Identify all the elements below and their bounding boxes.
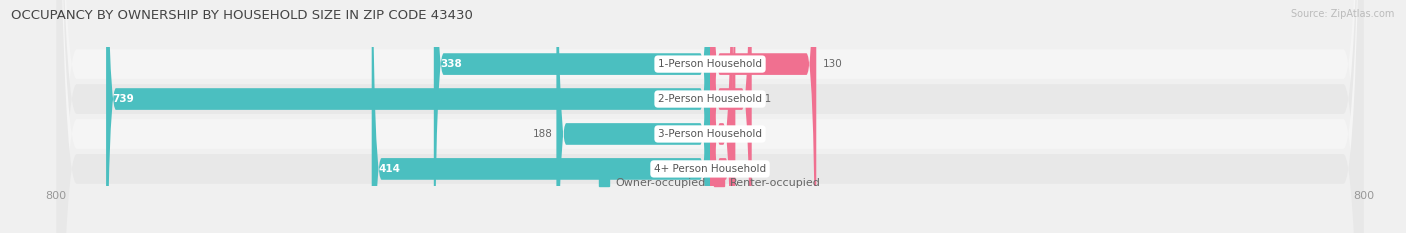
- FancyBboxPatch shape: [105, 0, 710, 233]
- Text: 739: 739: [112, 94, 135, 104]
- Text: OCCUPANCY BY OWNERSHIP BY HOUSEHOLD SIZE IN ZIP CODE 43430: OCCUPANCY BY OWNERSHIP BY HOUSEHOLD SIZE…: [11, 9, 474, 22]
- FancyBboxPatch shape: [56, 0, 1364, 233]
- FancyBboxPatch shape: [56, 0, 1364, 233]
- Text: 1-Person Household: 1-Person Household: [658, 59, 762, 69]
- Text: 4+ Person Household: 4+ Person Household: [654, 164, 766, 174]
- Text: Source: ZipAtlas.com: Source: ZipAtlas.com: [1291, 9, 1395, 19]
- FancyBboxPatch shape: [56, 0, 1364, 233]
- FancyBboxPatch shape: [557, 0, 710, 233]
- Text: 338: 338: [440, 59, 463, 69]
- Text: 130: 130: [823, 59, 842, 69]
- FancyBboxPatch shape: [710, 0, 735, 233]
- Text: 414: 414: [378, 164, 401, 174]
- Text: 31: 31: [742, 164, 755, 174]
- Legend: Owner-occupied, Renter-occupied: Owner-occupied, Renter-occupied: [595, 173, 825, 192]
- FancyBboxPatch shape: [371, 0, 710, 233]
- Text: 188: 188: [533, 129, 553, 139]
- Text: 51: 51: [758, 94, 772, 104]
- Text: 28: 28: [740, 129, 752, 139]
- Text: 2-Person Household: 2-Person Household: [658, 94, 762, 104]
- FancyBboxPatch shape: [710, 0, 817, 233]
- FancyBboxPatch shape: [710, 0, 752, 233]
- Text: 3-Person Household: 3-Person Household: [658, 129, 762, 139]
- FancyBboxPatch shape: [710, 0, 733, 233]
- FancyBboxPatch shape: [56, 0, 1364, 233]
- FancyBboxPatch shape: [434, 0, 710, 233]
